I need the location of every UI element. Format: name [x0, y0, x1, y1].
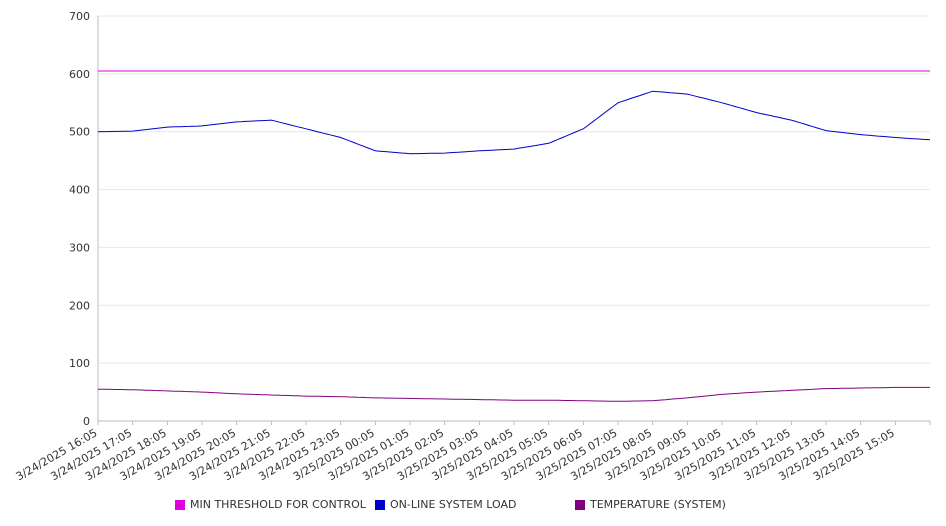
x-tick-labels: 3/24/2025 16:053/24/2025 17:053/24/2025 …	[14, 421, 931, 483]
y-tick-label: 700	[69, 10, 90, 23]
series-lines	[97, 70, 931, 402]
axes	[97, 16, 930, 422]
y-tick-label: 600	[69, 68, 90, 81]
legend-label-system-load: ON-LINE SYSTEM LOAD	[390, 498, 517, 511]
y-tick-label: 400	[69, 184, 90, 197]
series-line-temperature	[97, 386, 930, 402]
y-tick-label: 300	[69, 241, 90, 254]
y-tick-label: 100	[69, 357, 90, 370]
legend-swatch-temperature	[575, 499, 585, 510]
legend-swatch-min-threshold	[175, 499, 185, 510]
legend-label-min-threshold: MIN THRESHOLD FOR CONTROL	[190, 498, 366, 511]
legend-item-system-load[interactable]: ON-LINE SYSTEM LOAD	[375, 498, 516, 511]
series-line-system-load	[97, 90, 931, 155]
y-tick-labels: 0 100 200 300 400 500 600 700	[69, 10, 90, 428]
y-tick-label: 500	[69, 126, 90, 139]
legend-swatch-system-load	[375, 499, 385, 510]
legend-item-min-threshold[interactable]: MIN THRESHOLD FOR CONTROL	[175, 498, 366, 511]
y-tick-label: 200	[69, 299, 90, 312]
legend: MIN THRESHOLD FOR CONTROL ON-LINE SYSTEM…	[175, 498, 935, 514]
gridlines	[98, 15, 930, 364]
legend-item-temperature[interactable]: TEMPERATURE (SYSTEM)	[575, 498, 726, 511]
y-tick-label: 0	[83, 415, 90, 428]
legend-label-temperature: TEMPERATURE (SYSTEM)	[590, 498, 726, 511]
